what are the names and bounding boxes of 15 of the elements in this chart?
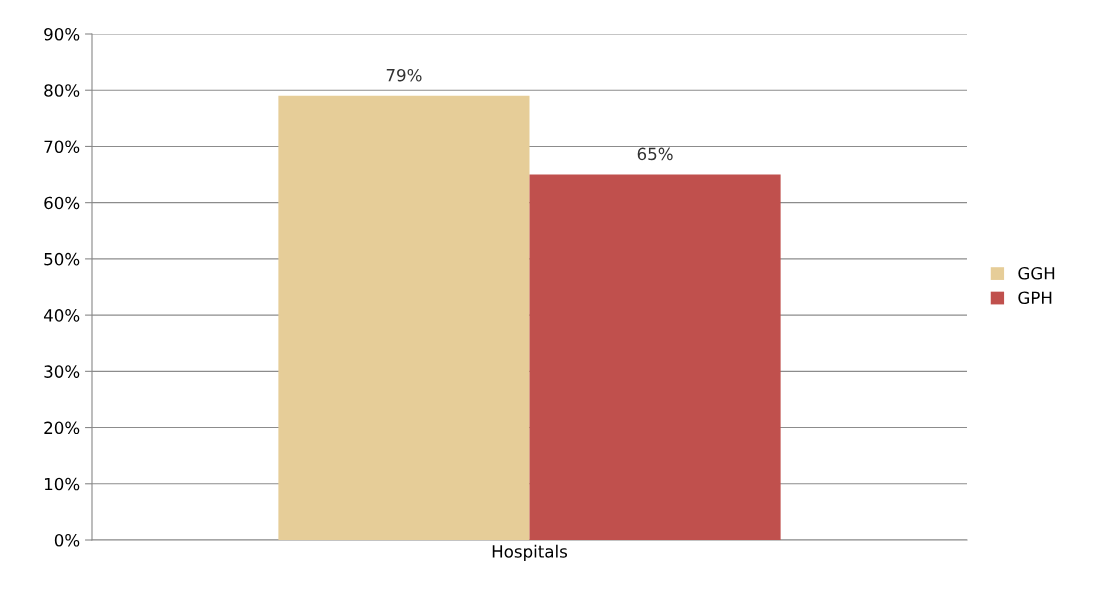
y-tick-label: 60% — [44, 196, 80, 210]
y-tick-label: 30% — [44, 365, 80, 378]
y-tick-label: 90% — [44, 27, 80, 41]
y-tick-label: 0% — [54, 533, 80, 547]
y-tick-label: 10% — [44, 477, 80, 491]
y-tick-label: 50% — [44, 252, 80, 266]
legend-label: GGH — [1018, 267, 1055, 280]
data-label: 79% — [386, 68, 422, 82]
legend-label: GPH — [1018, 291, 1052, 305]
y-tick-label: 70% — [44, 140, 80, 154]
x-tick-label: Hospitals — [492, 544, 568, 561]
y-tick-label: 80% — [44, 84, 80, 97]
y-tick-label: 20% — [44, 421, 80, 435]
data-label: 65% — [637, 147, 673, 161]
y-tick-label: 40% — [43, 309, 80, 322]
